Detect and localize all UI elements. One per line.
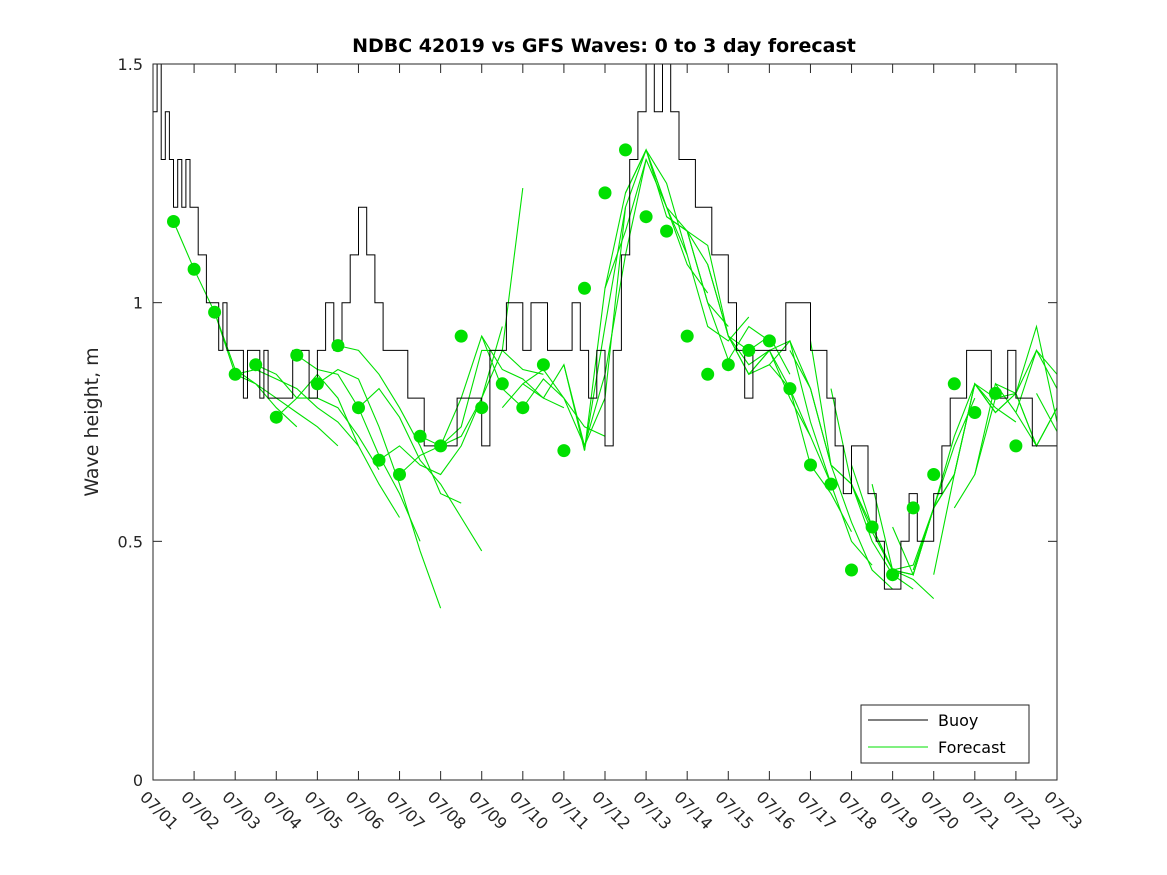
y-tick-label-2: 1 [133, 294, 143, 313]
forecast-marker-30 [783, 382, 797, 396]
forecast-marker-35 [886, 568, 900, 582]
forecast-marker-40 [988, 386, 1002, 400]
forecast-marker-36 [906, 501, 920, 515]
forecast-marker-11 [393, 468, 406, 481]
legend-box [860, 704, 1030, 764]
chart-title: NDBC 42019 vs GFS Waves: 0 to 3 day fore… [352, 35, 856, 57]
y-tick-label-3: 1.5 [118, 55, 143, 74]
forecast-marker-18 [536, 358, 550, 372]
y-tick-label-0: 0 [133, 771, 143, 790]
forecast-run-line-7 [337, 345, 462, 504]
series-layer [153, 63, 1058, 609]
forecast-marker-22 [619, 143, 632, 157]
forecast-marker-3 [228, 367, 242, 381]
forecast-marker-0 [167, 215, 180, 228]
forecast-marker-5 [269, 410, 283, 424]
forecast-marker-26 [701, 367, 715, 381]
forecast-marker-37 [927, 468, 941, 481]
forecast-marker-38 [947, 377, 961, 391]
forecast-marker-24 [660, 224, 674, 238]
forecast-marker-14 [454, 329, 468, 343]
forecast-marker-16 [495, 377, 509, 391]
forecast-run-line-35 [953, 349, 1058, 509]
forecast-run-line-8 [358, 387, 483, 552]
forecast-marker-33 [845, 563, 858, 577]
forecast-marker-4 [249, 358, 263, 372]
forecast-marker-1 [187, 262, 201, 276]
forecast-marker-15 [475, 401, 489, 415]
forecast-marker-8 [331, 339, 345, 353]
y-tick-label-1: 0.5 [118, 532, 143, 551]
forecast-marker-19 [557, 444, 571, 458]
y-axis-label: Wave height, m [81, 347, 103, 496]
forecast-marker-21 [598, 186, 612, 200]
forecast-run-line-37 [995, 324, 1058, 423]
forecast-marker-34 [865, 520, 879, 534]
forecast-marker-41 [1009, 439, 1023, 453]
forecast-marker-13 [434, 439, 448, 453]
forecast-marker-9 [352, 401, 365, 415]
forecast-marker-23 [639, 210, 653, 224]
legend: Buoy Forecast [860, 704, 1030, 764]
forecast-marker-20 [578, 281, 591, 295]
forecast-run-line-20 [645, 149, 770, 362]
forecast-run-line-6 [317, 368, 442, 609]
forecast-run-line-4 [275, 373, 400, 518]
legend-buoy-label: Buoy [938, 711, 978, 730]
forecast-marker-6 [290, 348, 304, 362]
forecast-marker-7 [310, 377, 324, 391]
forecast-marker-28 [742, 343, 756, 357]
forecast-marker-31 [804, 458, 817, 472]
forecast-marker-29 [762, 334, 776, 348]
forecast-marker-12 [413, 429, 427, 443]
forecast-run-line-39 [1036, 393, 1058, 432]
forecast-marker-27 [721, 358, 735, 372]
forecast-marker-25 [680, 329, 694, 343]
legend-forecast-label: Forecast [938, 738, 1006, 757]
forecast-marker-32 [824, 477, 838, 491]
forecast-marker-39 [968, 406, 982, 419]
buoy-line [153, 63, 1057, 590]
forecast-marker-17 [516, 401, 530, 415]
forecast-marker-2 [208, 305, 222, 319]
forecast-marker-10 [372, 453, 386, 467]
